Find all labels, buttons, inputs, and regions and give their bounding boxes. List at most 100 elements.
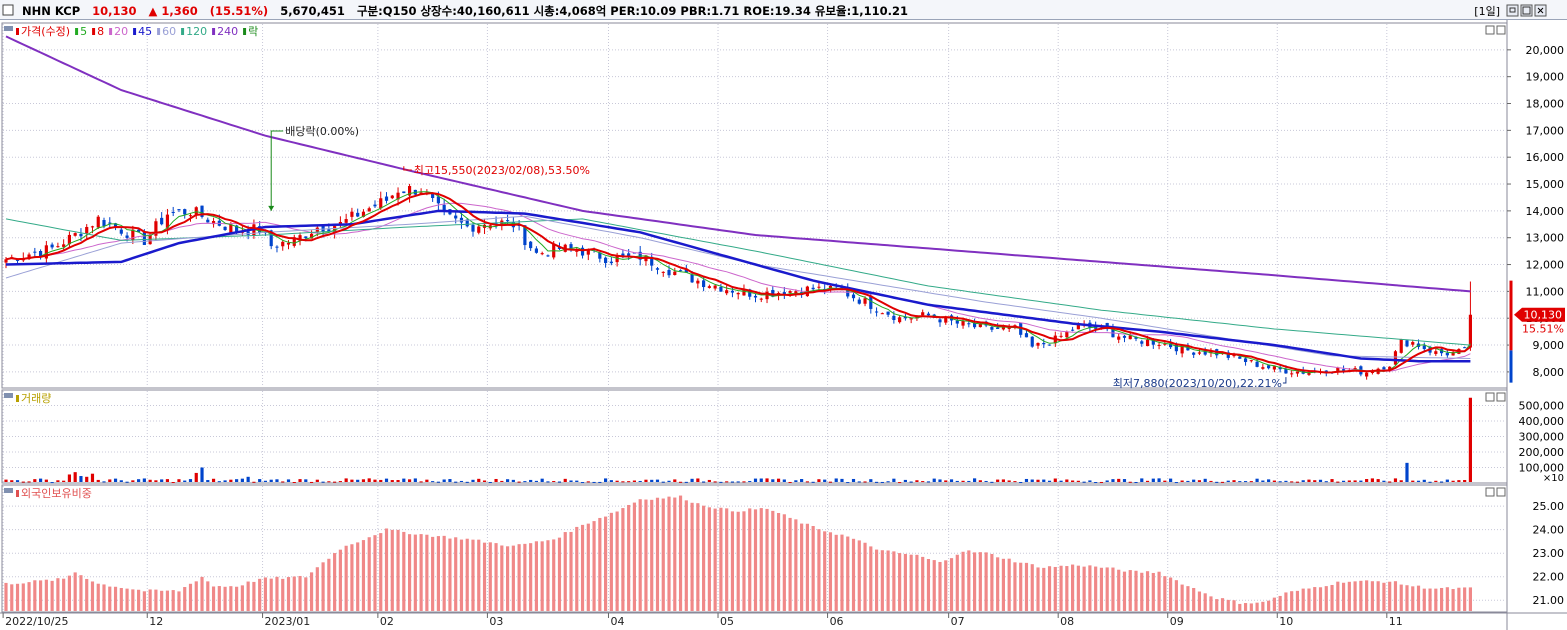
holding-bar [984, 552, 988, 611]
volume-bar [1445, 479, 1449, 482]
holding-bar [269, 578, 273, 611]
stock-name: NHN KCP [22, 4, 80, 18]
volume-bar [33, 479, 37, 482]
holding-bar [840, 534, 844, 611]
candle [373, 204, 377, 207]
candle [1261, 367, 1265, 369]
holding-bar [356, 542, 360, 611]
holding-bar [1209, 596, 1213, 611]
period-button: [1일] [1474, 4, 1500, 18]
volume-bar [1376, 479, 1380, 482]
volume-bar [1203, 478, 1207, 482]
y-tick-label: 21.00 [1533, 594, 1565, 607]
panel-restore-icon[interactable] [1485, 487, 1495, 497]
candle [1042, 342, 1046, 345]
volume-bar [1341, 480, 1346, 482]
candle [1151, 338, 1155, 345]
candle [62, 244, 66, 247]
candle [1422, 345, 1426, 350]
holding-bar [309, 572, 314, 611]
holding-bar [1434, 588, 1438, 611]
holding-bar [1399, 584, 1403, 611]
candle [165, 214, 170, 228]
volume-bar [15, 480, 20, 482]
holding-bar [1261, 601, 1265, 611]
candle [229, 224, 233, 233]
candle [1157, 344, 1161, 346]
panel-close-icon[interactable] [1496, 392, 1506, 402]
candle [753, 295, 758, 298]
volume-bar [1405, 462, 1409, 482]
holding-bar [471, 539, 475, 611]
high-marker-line [403, 166, 412, 171]
candle [1180, 344, 1184, 354]
volume-bar [246, 476, 250, 482]
holding-bar [886, 550, 890, 611]
candle [771, 289, 775, 297]
volume-bar [1422, 479, 1426, 482]
holding-bar [402, 531, 406, 611]
candle [1272, 366, 1276, 370]
volume-bar [1388, 481, 1392, 483]
volume-bar [840, 478, 844, 482]
candle [926, 313, 931, 316]
holding-bar [1243, 603, 1248, 611]
candle [442, 204, 446, 211]
volume-bar [4, 479, 8, 482]
holding-bar [1365, 580, 1369, 611]
volume-bar [407, 479, 412, 482]
volume-bar [627, 481, 631, 483]
candle [1399, 339, 1403, 353]
holding-bar [592, 521, 596, 611]
holding-bar [85, 578, 89, 611]
low-marker-line [1282, 377, 1287, 384]
candle [678, 270, 683, 272]
candle [575, 250, 579, 252]
holding-bar [448, 538, 452, 611]
volume-bar [748, 481, 752, 483]
panel-restore-icon[interactable] [1485, 25, 1495, 35]
volume-bar [534, 480, 539, 482]
volume-bar [1151, 478, 1155, 482]
restore-icon[interactable] [1506, 4, 1519, 17]
volume-bar [177, 479, 181, 482]
volume-bar [684, 481, 688, 483]
candle [436, 196, 440, 204]
candle [1226, 352, 1230, 358]
candle [673, 271, 677, 275]
candle [44, 245, 48, 259]
volume-bar [903, 479, 907, 482]
holding-bar [281, 578, 285, 611]
holding-bar [1151, 572, 1155, 611]
candle [684, 268, 688, 273]
holding-bar [327, 558, 331, 611]
holding-bar [1439, 587, 1444, 611]
y-tick-label: 16,000 [1526, 151, 1565, 164]
volume-bar [1318, 479, 1323, 482]
volume-bar [1019, 481, 1023, 483]
legend-swatch [16, 490, 19, 497]
candle [1382, 367, 1386, 370]
maximize-icon[interactable] [1520, 4, 1533, 17]
holding-bar [148, 589, 152, 611]
volume-bar [229, 479, 233, 482]
close-icon[interactable] [1534, 4, 1547, 17]
holding-bar [1128, 570, 1132, 611]
panel-close-icon[interactable] [1496, 25, 1506, 35]
holding-bar [529, 543, 533, 611]
candle [534, 248, 539, 253]
volume-bar [1393, 478, 1398, 482]
holding-bar [742, 511, 746, 611]
volume-bar [160, 479, 164, 482]
volume-bar [194, 472, 198, 482]
legend-swatch [157, 28, 161, 35]
y-tick-label: 300,000 [1519, 431, 1565, 444]
candle [990, 327, 994, 330]
panel-close-icon[interactable] [1496, 487, 1506, 497]
holding-bar [944, 560, 948, 611]
candle [978, 323, 982, 328]
holding-bar [990, 553, 994, 611]
panel-restore-icon[interactable] [1485, 392, 1495, 402]
